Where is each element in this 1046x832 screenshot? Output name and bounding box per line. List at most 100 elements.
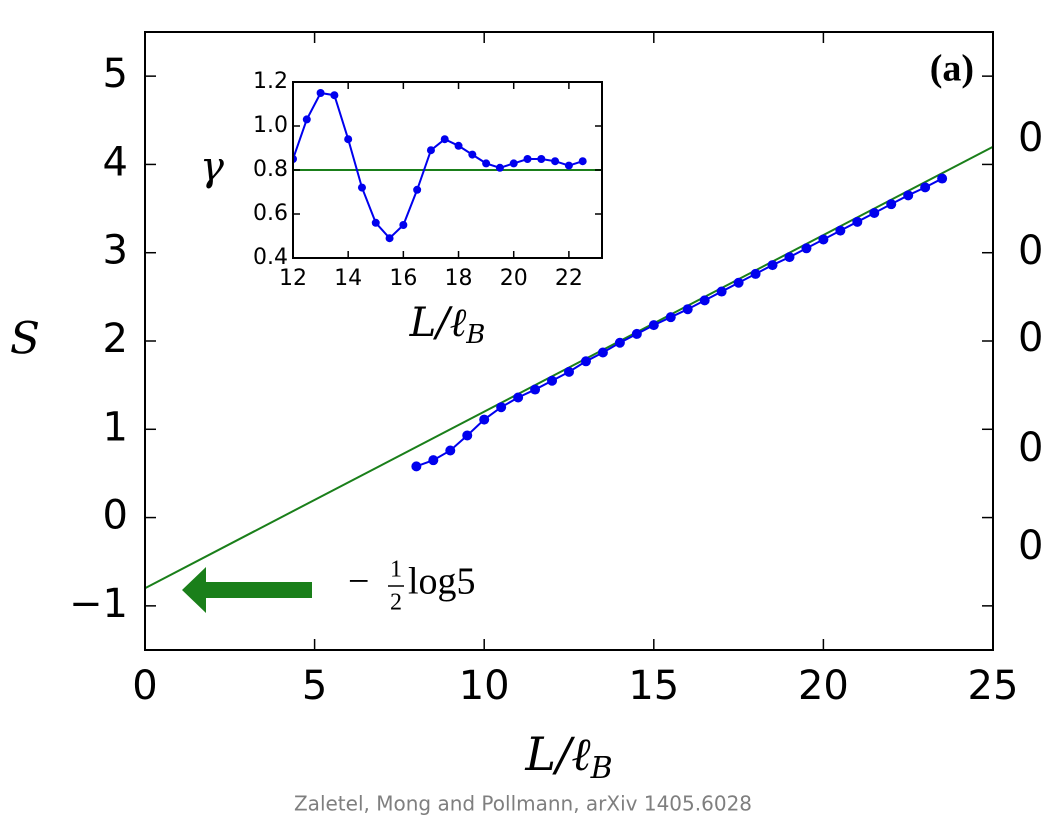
x-axis-label-sub: B (590, 751, 613, 786)
data-point (454, 141, 463, 150)
data-point (344, 135, 353, 144)
data-point (733, 277, 744, 288)
data-point (784, 252, 795, 263)
data-point (564, 366, 574, 377)
data-point (578, 157, 587, 166)
data-point (682, 304, 693, 315)
y-tick-label: 0.8 (253, 157, 288, 182)
data-point (513, 392, 524, 403)
plot (293, 89, 602, 243)
data-point (750, 268, 761, 279)
annotation-sign: − (348, 561, 369, 603)
data-point (509, 159, 518, 168)
x-axis-label: L/ℓB (524, 727, 612, 786)
x-axis-label: L/ℓB (409, 300, 486, 350)
data-point (835, 225, 846, 236)
data-point (399, 221, 408, 229)
data-point (767, 260, 778, 271)
data-point (801, 243, 812, 254)
x-tick-label: 22 (555, 266, 583, 291)
data-point (937, 173, 948, 184)
data-point (614, 337, 625, 348)
data-point (411, 461, 422, 472)
data-point (716, 286, 727, 297)
arrow (182, 567, 312, 613)
y-axis-label: S (10, 314, 40, 365)
plot (145, 145, 993, 590)
data-point (665, 312, 676, 323)
y2-tick-label: 0 (1018, 315, 1043, 361)
x-tick-label: 18 (445, 266, 473, 291)
caption: Zaletel, Mong and Pollmann, arXiv 1405.6… (294, 792, 752, 816)
x-tick-label: 14 (334, 266, 362, 291)
y-tick-label: 3 (103, 228, 128, 274)
data-point (468, 150, 477, 159)
data-point (426, 146, 435, 155)
data-point (482, 159, 491, 168)
data-point (537, 155, 546, 163)
data-point (551, 157, 560, 166)
y2-tick-label: 0 (1018, 115, 1043, 161)
data-point (462, 430, 473, 441)
data-point (886, 199, 897, 210)
data-point (302, 115, 311, 124)
x-tick-label: 5 (302, 663, 327, 709)
x-axis-label-main: L/ℓ (524, 727, 591, 781)
data-point (869, 207, 880, 218)
x-tick-label: 16 (389, 266, 417, 291)
data-point (413, 185, 422, 194)
y-tick-label: 0.6 (253, 201, 288, 226)
data-point (371, 218, 380, 227)
data-point (699, 295, 710, 306)
x-tick-label: 20 (500, 266, 528, 291)
x-axis-label-main: L/ℓ (409, 300, 467, 346)
y-axis-label: γ (200, 144, 224, 190)
data-point (523, 155, 532, 163)
data-point (818, 234, 829, 245)
data-point (496, 402, 507, 413)
y-tick-label: 5 (103, 51, 128, 97)
y-tick-label: 0 (103, 493, 128, 539)
y-tick-label: −1 (69, 581, 128, 627)
data-point (580, 356, 591, 367)
data-point (428, 455, 439, 466)
x-tick-label: 15 (628, 663, 679, 709)
panel-label: (a) (930, 48, 974, 90)
y-tick-label: 1.2 (253, 69, 288, 94)
data-point (631, 328, 642, 339)
data-line (293, 91, 583, 240)
y2-tick-label: 0 (1018, 523, 1043, 569)
data-point (330, 91, 339, 100)
y-tick-label: 1.0 (253, 113, 288, 138)
annotation-text: log5 (408, 561, 476, 603)
y-tick-label: 0.4 (253, 245, 288, 270)
x-tick-label: 20 (798, 663, 849, 709)
y-tick-label: 1 (103, 404, 128, 450)
data-point (564, 161, 573, 170)
y2-tick-label: 0 (1018, 425, 1043, 471)
data-point (852, 216, 863, 227)
data-point (530, 384, 541, 395)
x-axis-label-sub: B (465, 320, 485, 350)
y-tick-label: 4 (103, 139, 128, 185)
data-point (440, 135, 449, 144)
x-tick-label: 10 (459, 663, 510, 709)
data-point (597, 347, 608, 358)
y2-tick-label: 0 (1018, 228, 1043, 274)
data-point (445, 445, 456, 456)
data-point (357, 183, 366, 192)
data-point (547, 375, 558, 386)
data-point (648, 320, 659, 331)
x-tick-label: 25 (968, 663, 1019, 709)
y-tick-label: 2 (103, 316, 128, 362)
data-point (495, 163, 504, 172)
data-point (920, 182, 931, 193)
annotation-numerator: 1 (390, 557, 402, 583)
data-point (385, 234, 394, 243)
data-point (316, 89, 325, 97)
inset-chart: 12 14 16 18 20 220.40.60.81.01.2L/ℓBγ (200, 69, 603, 350)
data-point (903, 190, 914, 201)
x-tick-label: 0 (132, 663, 157, 709)
x-tick-label: 12 (279, 266, 307, 291)
